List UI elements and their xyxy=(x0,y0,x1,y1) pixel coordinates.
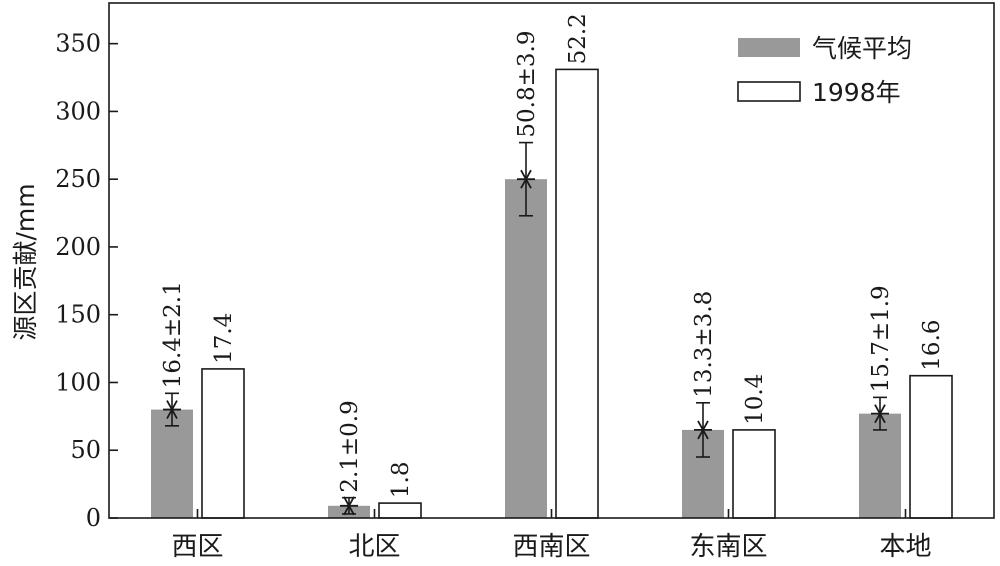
legend-swatch-climate-average xyxy=(738,38,800,57)
y-tick-label: 350 xyxy=(55,30,101,58)
bar-1998 xyxy=(555,68,599,519)
category-label: 北区 xyxy=(348,532,400,562)
data-label-climate-average: 13.3±3.8 xyxy=(691,291,717,398)
data-label-climate-average: 2.1±0.9 xyxy=(337,400,363,492)
star-marker xyxy=(340,496,358,516)
category-label: 西南区 xyxy=(512,532,590,562)
category-label: 东南区 xyxy=(689,532,767,562)
data-label-climate-average: 15.7±1.9 xyxy=(868,285,894,392)
bar-1998 xyxy=(909,374,953,519)
y-tick-label: 250 xyxy=(55,165,101,193)
legend-label-climate-average: 气候平均 xyxy=(812,34,912,63)
y-tick-label: 300 xyxy=(55,97,101,125)
y-axis-label: 源区贡献/mm xyxy=(11,183,40,340)
plot-frame xyxy=(108,2,995,519)
data-label-1998: 17.4 xyxy=(211,313,237,364)
bar-1998 xyxy=(732,429,776,519)
star-marker xyxy=(517,169,535,189)
data-label-1998: 10.4 xyxy=(742,374,768,425)
data-label-climate-average: 50.8±3.9 xyxy=(514,31,540,138)
y-tick-label: 150 xyxy=(55,301,101,329)
star-marker xyxy=(163,400,181,420)
legend-label-1998: 1998年 xyxy=(812,78,901,107)
y-tick-label: 100 xyxy=(55,368,101,396)
bar-1998 xyxy=(378,502,422,519)
data-label-1998: 1.8 xyxy=(388,462,414,499)
legend-swatch-1998 xyxy=(737,81,801,102)
bar-1998 xyxy=(201,368,245,519)
legend: 气候平均 1998年 xyxy=(737,34,912,107)
category-label: 本地 xyxy=(879,532,931,562)
chart-marks: 0 50 100 150 200 250 300 350 西区 16.4±2.1 17.4 北区 2.1… xyxy=(55,13,953,562)
bar-climate-average xyxy=(859,413,901,518)
star-marker xyxy=(694,420,712,440)
data-label-1998: 16.6 xyxy=(919,319,945,370)
data-label-climate-average: 16.4±2.1 xyxy=(160,281,186,388)
y-tick-label: 50 xyxy=(70,436,101,464)
bar-climate-average xyxy=(151,409,193,518)
data-label-1998: 52.2 xyxy=(565,13,591,64)
category-label: 西区 xyxy=(171,532,223,562)
y-tick-label: 200 xyxy=(55,233,101,261)
star-marker xyxy=(871,404,889,424)
bar-climate-average xyxy=(505,179,547,518)
y-tick-label: 0 xyxy=(86,504,101,532)
